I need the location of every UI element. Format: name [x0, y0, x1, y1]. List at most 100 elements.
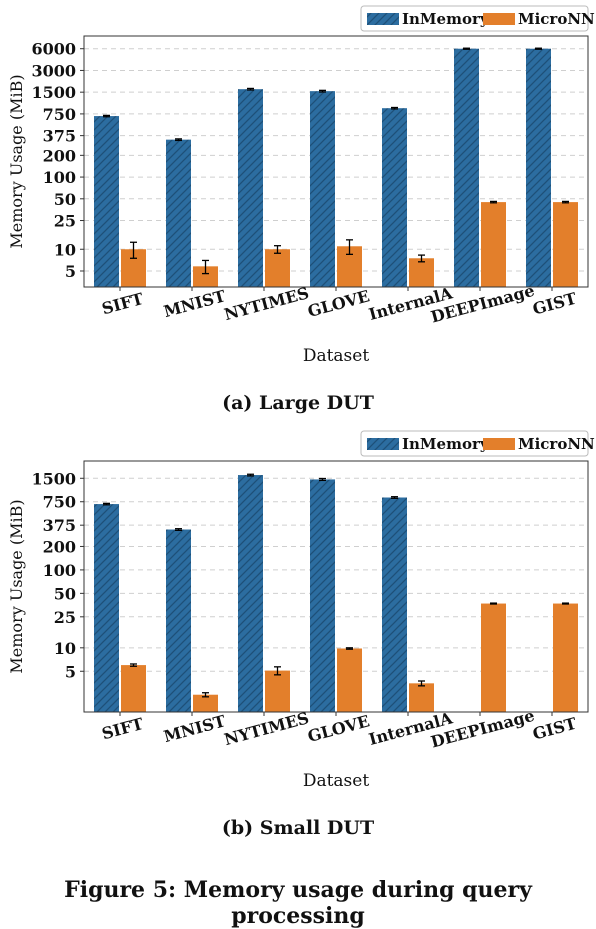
- y-tick-label: 25: [54, 212, 76, 231]
- x-tick-label-gist: GIST: [531, 714, 579, 744]
- y-tick-label: 6000: [31, 40, 76, 59]
- error-bar-inmemory-nytimes: [247, 473, 254, 477]
- legend-swatch-micronn: [483, 438, 515, 450]
- y-tick-label: 100: [43, 561, 76, 580]
- bar-micronn-mnist: [193, 694, 218, 712]
- y-tick-label: 375: [43, 516, 76, 535]
- x-tick-label-glove: GLOVE: [306, 286, 372, 321]
- error-bar-micronn-mnist: [202, 259, 209, 275]
- error-bar-inmemory-deepimage: [463, 47, 470, 50]
- figure-caption: Figure 5: Memory usage during query proc…: [64, 877, 532, 929]
- y-tick-label: 375: [43, 127, 76, 146]
- bar-micronn-sift: [121, 665, 146, 712]
- error-bar-micronn-internala: [418, 254, 425, 263]
- x-axis-label: Dataset: [303, 771, 370, 791]
- error-bar-micronn-sift: [130, 663, 137, 667]
- bar-inmemory-internala: [382, 497, 407, 712]
- bar-inmemory-deepimage: [454, 48, 479, 287]
- x-tick-label-mnist: MNIST: [162, 711, 228, 746]
- y-tick-label: 10: [54, 240, 76, 259]
- y-tick-label: 100: [43, 168, 76, 187]
- bar-inmemory-glove: [310, 91, 335, 287]
- x-tick-label-nytimes: NYTIMES: [222, 283, 311, 324]
- bar-inmemory-nytimes: [238, 475, 263, 712]
- bar-inmemory-mnist: [166, 529, 191, 712]
- error-bar-inmemory-mnist: [175, 528, 182, 531]
- error-bar-inmemory-sift: [103, 502, 110, 506]
- legend-swatch-micronn: [483, 13, 515, 25]
- bar-micronn-internala: [409, 683, 434, 712]
- legend-swatch-inmemory: [367, 13, 399, 25]
- y-tick-label: 1500: [31, 83, 76, 102]
- error-bar-inmemory-glove: [319, 477, 326, 482]
- bar-inmemory-mnist: [166, 139, 191, 287]
- x-tick-label-gist: GIST: [531, 289, 579, 319]
- y-tick-label: 1500: [31, 469, 76, 488]
- y-tick-label: 200: [43, 537, 76, 556]
- bar-inmemory-internala: [382, 108, 407, 287]
- x-tick-label-nytimes: NYTIMES: [222, 708, 311, 749]
- error-bar-inmemory-mnist: [175, 138, 182, 142]
- error-bar-micronn-gist: [562, 602, 569, 605]
- y-tick-label: 3000: [31, 61, 76, 80]
- legend-box: [360, 5, 589, 32]
- bar-micronn-deepimage: [481, 202, 506, 287]
- bar-micronn-mnist: [193, 266, 218, 287]
- subcaption-small-dut: (b) Small DUT: [221, 817, 375, 839]
- legend-label-micronn: MicroNN: [518, 10, 595, 28]
- error-bar-inmemory-internala: [391, 496, 398, 499]
- y-tick-label: 750: [43, 493, 76, 512]
- bar-micronn-gist: [553, 202, 578, 287]
- bar-micronn-nytimes: [265, 249, 290, 287]
- plot-frame: [83, 460, 589, 713]
- y-tick-label: 750: [43, 105, 76, 124]
- legend-swatch-inmemory: [367, 438, 399, 450]
- error-bar-inmemory-glove: [319, 89, 326, 93]
- error-bar-inmemory-internala: [391, 106, 398, 110]
- bar-inmemory-glove: [310, 479, 335, 712]
- legend: InMemory MicroNN: [360, 430, 595, 457]
- error-bar-micronn-gist: [562, 200, 569, 204]
- error-bar-micronn-internala: [418, 680, 425, 687]
- bar-inmemory-gist: [526, 48, 551, 287]
- error-bar-inmemory-nytimes: [247, 87, 254, 91]
- legend-label-micronn: MicroNN: [518, 435, 595, 453]
- bar-micronn-deepimage: [481, 603, 506, 712]
- x-tick-label-glove: GLOVE: [306, 711, 372, 746]
- bar-inmemory-sift: [94, 116, 119, 287]
- error-bar-micronn-glove: [346, 647, 353, 650]
- error-bar-inmemory-gist: [535, 47, 542, 50]
- error-bar-micronn-mnist: [202, 692, 209, 698]
- error-bar-micronn-sift: [130, 241, 137, 259]
- x-axis-label: Dataset: [303, 346, 370, 366]
- bar-micronn-glove: [337, 648, 362, 712]
- y-tick-label: 5: [65, 262, 76, 281]
- y-tick-label: 50: [54, 190, 76, 209]
- bar-inmemory-sift: [94, 504, 119, 712]
- y-axis-label: Memory Usage (MiB): [7, 74, 26, 248]
- bar-inmemory-nytimes: [238, 89, 263, 287]
- legend-label-inmemory: InMemory: [402, 435, 490, 453]
- bar-micronn-nytimes: [265, 670, 290, 712]
- y-tick-label: 10: [54, 639, 76, 658]
- y-tick-label: 50: [54, 584, 76, 603]
- error-bar-micronn-nytimes: [274, 245, 281, 254]
- y-tick-label: 5: [65, 662, 76, 681]
- error-bar-micronn-deepimage: [490, 200, 497, 204]
- legend-box: [360, 430, 589, 457]
- legend-label-inmemory: InMemory: [402, 10, 490, 28]
- bar-micronn-internala: [409, 258, 434, 287]
- subcaption-large-dut: (a) Large DUT: [222, 392, 374, 414]
- error-bar-micronn-glove: [346, 239, 353, 256]
- x-tick-label-sift: SIFT: [100, 714, 146, 743]
- error-bar-micronn-nytimes: [274, 666, 281, 676]
- error-bar-micronn-deepimage: [490, 602, 497, 605]
- x-tick-label-sift: SIFT: [100, 289, 146, 318]
- legend: InMemory MicroNN: [360, 5, 595, 32]
- y-tick-label: 25: [54, 608, 76, 627]
- y-axis-label: Memory Usage (MiB): [7, 499, 26, 673]
- bar-micronn-gist: [553, 603, 578, 712]
- error-bar-inmemory-sift: [103, 114, 110, 118]
